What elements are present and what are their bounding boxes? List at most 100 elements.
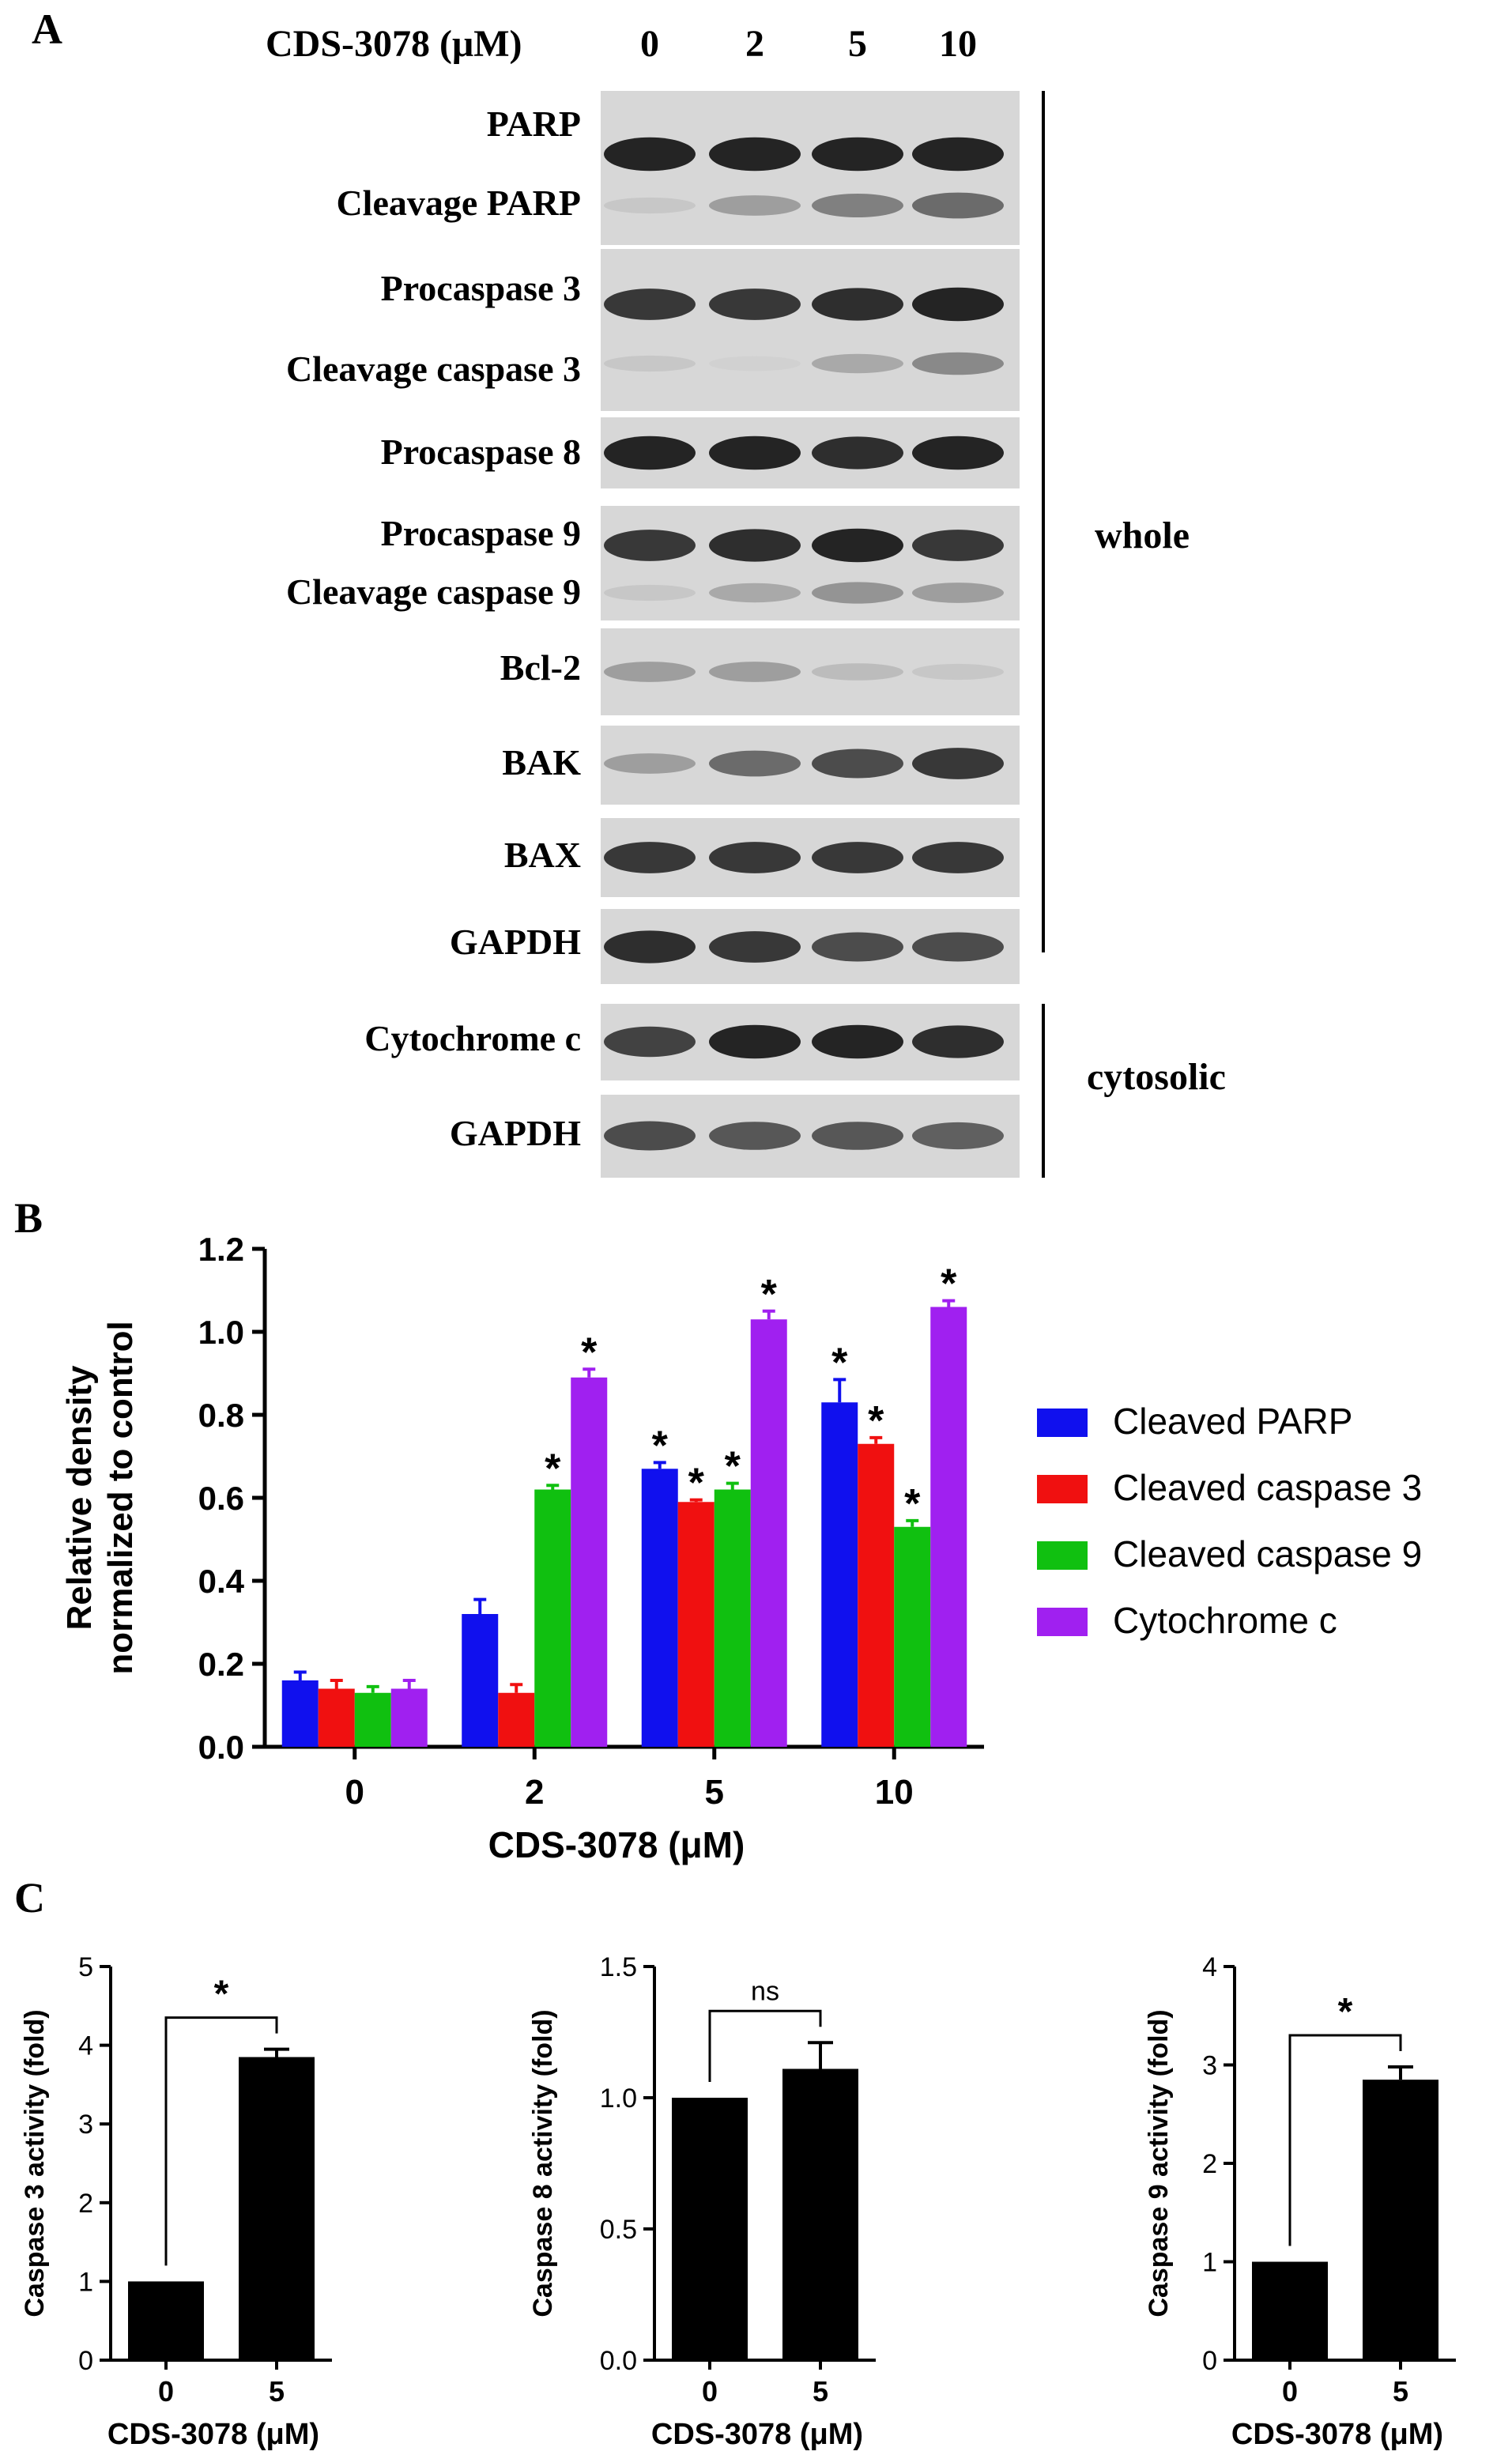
legend-label: Cleaved caspase 3	[1113, 1467, 1422, 1508]
band	[709, 288, 801, 320]
bar	[534, 1489, 571, 1747]
band	[604, 197, 696, 214]
band	[604, 753, 696, 774]
y-tick-label: 0.5	[600, 2215, 637, 2245]
x-tick-label: 10	[875, 1773, 914, 1812]
significance-star: *	[941, 1261, 957, 1307]
bar	[858, 1443, 895, 1747]
band	[604, 1121, 696, 1151]
band	[912, 352, 1004, 375]
band	[604, 930, 696, 964]
blot-label: Procaspase 9	[380, 513, 581, 553]
lane-header-5: 5	[848, 23, 867, 65]
x-tick-label: 0	[702, 2375, 718, 2408]
y-tick-label: 4	[78, 2031, 93, 2061]
bar	[498, 1692, 535, 1747]
significance-star: *	[831, 1340, 848, 1386]
significance-label: ns	[751, 1976, 779, 2006]
bar	[281, 1680, 319, 1747]
bar	[462, 1614, 499, 1747]
bar	[354, 1692, 391, 1747]
band	[604, 842, 696, 873]
y-tick-label: 1.5	[600, 1952, 637, 1982]
bar	[1252, 2261, 1328, 2360]
band	[812, 582, 903, 604]
blot-image	[601, 91, 1020, 245]
band	[912, 748, 1004, 779]
blot-3	[601, 506, 1020, 620]
y-tick-label: 0.6	[198, 1480, 244, 1517]
bar-chart-relative-density: 0.0 0.2 0.4 0.6 0.8 1.0 1.2 Relative density nor…	[60, 1231, 1422, 1865]
significance-star: *	[868, 1398, 884, 1444]
group-label-cytosolic: cytosolic	[1087, 1056, 1226, 1098]
blot-2	[601, 417, 1020, 488]
y-tick-label: 2	[78, 2189, 93, 2219]
y-tick-label: 5	[78, 1952, 93, 1982]
significance-label: *	[1338, 1991, 1353, 2033]
bar	[821, 1402, 858, 1747]
band	[812, 436, 903, 470]
band	[912, 530, 1004, 561]
bar	[782, 2068, 858, 2360]
lane-header-0: 0	[640, 23, 659, 65]
band	[912, 583, 1004, 603]
panel-c-letter: C	[14, 1874, 45, 1921]
blot-0	[601, 91, 1020, 245]
y-tick-label: 1.2	[198, 1231, 244, 1268]
blot-label: Procaspase 8	[380, 432, 581, 472]
y-axis-label: Relative density	[60, 1365, 99, 1631]
blot-image	[601, 506, 1020, 620]
x-axis-label: CDS-3078 (μM)	[651, 2418, 863, 2451]
legend-swatch	[1037, 1409, 1088, 1437]
band	[709, 1122, 801, 1150]
y-tick-label: 0.4	[198, 1563, 245, 1600]
y-tick-label: 0	[78, 2346, 93, 2376]
band	[912, 192, 1004, 219]
band	[604, 355, 696, 372]
band	[604, 288, 696, 320]
band	[604, 137, 696, 172]
band	[812, 842, 903, 873]
significance-bracket	[164, 2016, 278, 2266]
blot-label: Cytochrome c	[364, 1018, 581, 1058]
x-axis-label: CDS-3078 (μM)	[107, 2418, 319, 2451]
y-tick-label: 1.0	[198, 1314, 244, 1351]
bar	[714, 1489, 751, 1747]
y-tick-label: 1	[1202, 2248, 1217, 2278]
legend-swatch	[1037, 1541, 1088, 1570]
band	[709, 662, 801, 682]
x-tick-label: 5	[269, 2375, 285, 2408]
y-axis-label: normalized to control	[101, 1321, 140, 1674]
legend-label: Cytochrome c	[1113, 1600, 1337, 1641]
bar	[894, 1526, 931, 1747]
legend-swatch	[1037, 1608, 1088, 1636]
significance-star: *	[581, 1329, 598, 1375]
blot-9	[601, 1095, 1020, 1178]
blot-label: GAPDH	[449, 922, 581, 962]
band	[912, 1025, 1004, 1058]
bar	[672, 2098, 748, 2360]
y-axis-label: Caspase 3 activity (fold)	[20, 2009, 50, 2317]
group-label-whole: whole	[1095, 515, 1190, 556]
band	[604, 530, 696, 561]
significance-bracket	[1288, 2034, 1402, 2246]
y-axis-label: Caspase 9 activity (fold)	[1144, 2009, 1174, 2317]
significance-label: *	[214, 1974, 229, 2016]
y-tick-label: 1.0	[600, 2084, 637, 2114]
x-tick-label: 5	[1393, 2375, 1408, 2408]
bar	[750, 1319, 787, 1747]
x-tick-label: 0	[345, 1773, 364, 1812]
panel-b-letter: B	[14, 1194, 43, 1242]
x-tick-label: 5	[705, 1773, 724, 1812]
blot-7	[601, 909, 1020, 984]
band	[604, 662, 696, 682]
band	[709, 137, 801, 172]
band	[912, 436, 1004, 470]
band	[812, 1122, 903, 1150]
bar	[930, 1307, 967, 1747]
y-tick-label: 0.0	[198, 1729, 244, 1766]
bar	[677, 1502, 715, 1747]
y-tick-label: 0.8	[198, 1397, 244, 1434]
y-tick-label: 3	[1202, 2051, 1217, 2081]
bar	[641, 1469, 678, 1747]
